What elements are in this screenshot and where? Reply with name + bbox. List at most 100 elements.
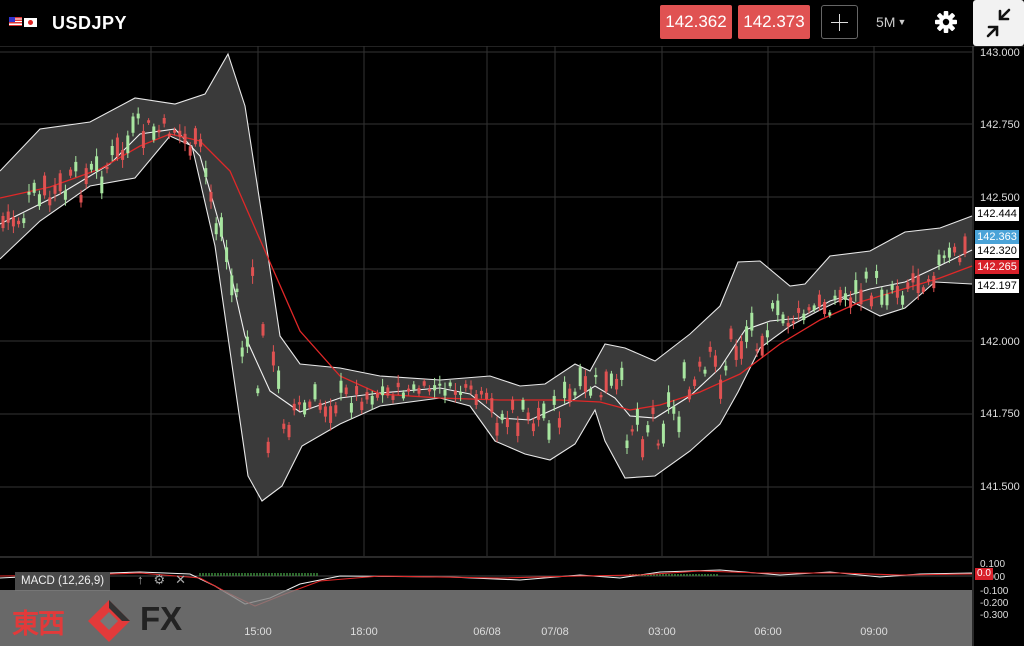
candle-body xyxy=(126,135,130,154)
candle-body xyxy=(271,351,275,366)
candle-body xyxy=(365,392,369,400)
candle-body xyxy=(308,401,312,408)
candle-body xyxy=(230,275,234,296)
macd-indicator-label[interactable]: MACD (12,26,9) xyxy=(15,572,111,591)
buy-price-button[interactable]: 142.373 xyxy=(738,5,810,39)
candle-body xyxy=(147,120,151,123)
candle-body xyxy=(620,367,624,380)
candle-body xyxy=(256,388,260,394)
bollinger-band-fill xyxy=(0,54,972,501)
x-tick: 03:00 xyxy=(648,626,676,638)
candle-body xyxy=(693,379,697,386)
x-tick: 07/08 xyxy=(541,626,569,638)
price-chart[interactable] xyxy=(0,46,1024,646)
candle-body xyxy=(854,280,858,294)
candle-body xyxy=(958,257,962,263)
x-tick: 18:00 xyxy=(350,626,378,638)
crosshair-icon[interactable] xyxy=(821,5,858,39)
candle-body xyxy=(292,403,296,411)
candle-body xyxy=(53,185,57,194)
gear-icon[interactable] xyxy=(930,5,962,39)
candle-body xyxy=(641,439,645,458)
y-tick: 142.000 xyxy=(980,336,1020,348)
candle-body xyxy=(287,424,291,438)
candle-body xyxy=(110,146,114,156)
candle-body xyxy=(901,295,905,305)
candle-body xyxy=(469,385,473,390)
candle-body xyxy=(69,169,73,176)
candle-body xyxy=(589,388,593,396)
candle-body xyxy=(552,395,556,405)
candle-body xyxy=(105,166,109,170)
candle-body xyxy=(963,236,967,255)
candle-body xyxy=(136,113,140,119)
candle-body xyxy=(219,217,223,237)
candle-body xyxy=(947,247,951,258)
candle-body xyxy=(95,156,99,172)
candle-body xyxy=(334,405,338,414)
candle-body xyxy=(724,365,728,371)
timeframe-dropdown[interactable]: 5M ▼ xyxy=(870,5,920,39)
candle-body xyxy=(521,400,525,410)
candle-body xyxy=(906,282,910,289)
candle-body xyxy=(713,355,717,367)
candle-body xyxy=(667,392,671,407)
candle-body xyxy=(329,406,333,423)
candle-body xyxy=(843,293,847,300)
candle-body xyxy=(79,194,83,203)
candle-body xyxy=(245,336,249,347)
candle-body xyxy=(583,376,587,392)
candle-body xyxy=(864,271,868,279)
current-price-tag: 142.363 xyxy=(975,230,1019,244)
candle-body xyxy=(916,275,920,294)
x-tick: 15:00 xyxy=(244,626,272,638)
collapse-icon[interactable] xyxy=(973,0,1024,46)
candle-body xyxy=(547,423,551,440)
y-tick: 143.000 xyxy=(980,47,1020,59)
candle-body xyxy=(942,255,946,259)
candle-body xyxy=(511,399,515,410)
sell-price-button[interactable]: 142.362 xyxy=(660,5,732,39)
bollinger-lower-line xyxy=(0,135,973,502)
candle-body xyxy=(869,295,873,307)
candle-body xyxy=(615,378,619,390)
candle-body xyxy=(407,388,411,392)
moving-average-tag: 142.265 xyxy=(975,260,1019,274)
candle-body xyxy=(885,294,889,306)
candle-body xyxy=(495,422,499,436)
candle-body xyxy=(479,390,483,395)
candle-body xyxy=(557,418,561,428)
candle-body xyxy=(828,312,832,316)
candle-body xyxy=(807,307,811,311)
candle-body xyxy=(719,379,723,399)
candle-body xyxy=(464,384,468,388)
logo-kanji-text: 東西 xyxy=(12,609,65,639)
symbol-title[interactable]: USDJPY xyxy=(52,13,128,33)
candle-body xyxy=(500,413,504,420)
close-icon[interactable]: ✕ xyxy=(175,572,187,587)
gear-icon[interactable]: ⚙ xyxy=(153,572,166,587)
candle-body xyxy=(812,305,816,311)
candle-body xyxy=(188,146,192,156)
candle-body xyxy=(355,386,359,395)
candle-body xyxy=(100,176,104,194)
candle-body xyxy=(474,394,478,405)
candle-body xyxy=(656,443,660,446)
y-tick: 141.750 xyxy=(980,408,1020,420)
candle-body xyxy=(729,328,733,340)
candle-body xyxy=(927,279,931,282)
us-flag-icon xyxy=(9,17,22,26)
candle-body xyxy=(734,346,738,360)
candle-body xyxy=(1,215,5,229)
candle-body xyxy=(568,388,572,402)
candle-body xyxy=(261,324,265,336)
candle-body xyxy=(27,191,31,195)
candle-body xyxy=(339,380,343,393)
candle-body xyxy=(183,133,187,144)
candle-body xyxy=(251,267,255,276)
candle-body xyxy=(635,409,639,425)
x-tick: 09:00 xyxy=(860,626,888,638)
candle-body xyxy=(240,347,244,357)
bollinger-upper-line xyxy=(0,52,973,387)
arrow-up-icon[interactable]: ↑ xyxy=(137,572,144,587)
